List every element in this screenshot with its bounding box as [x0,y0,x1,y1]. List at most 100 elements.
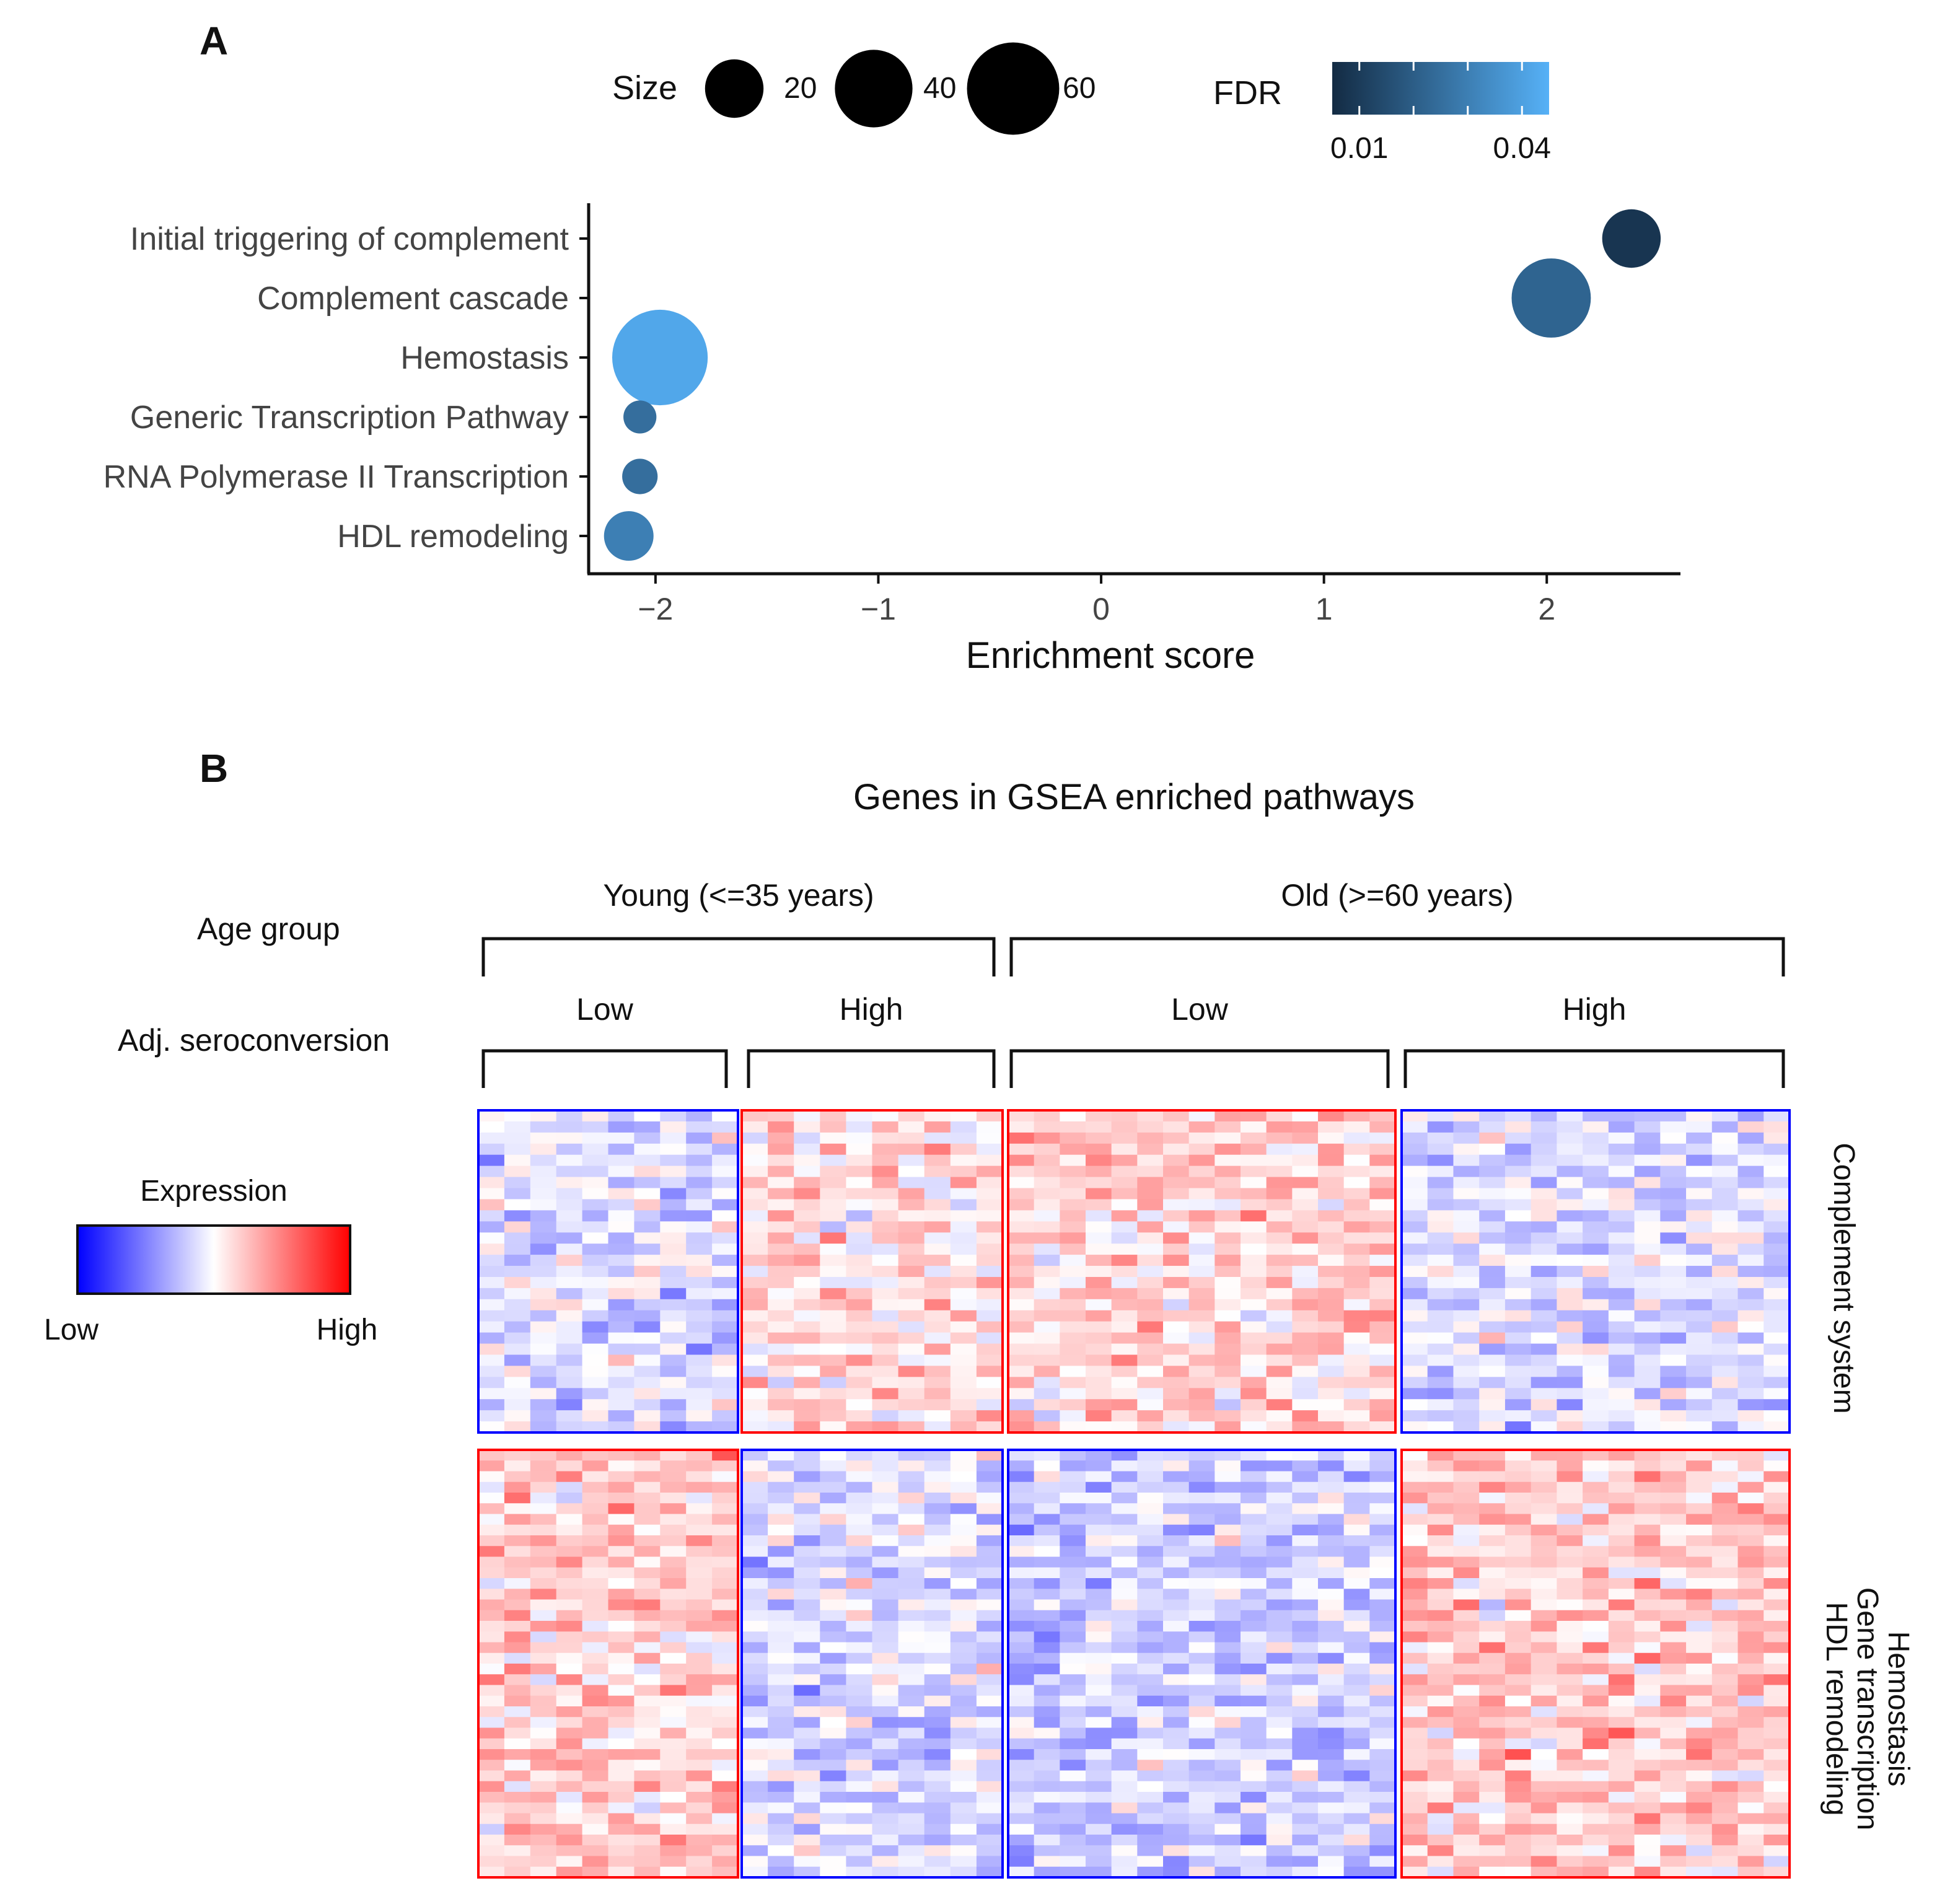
heatmap-cell [582,1493,609,1504]
heatmap-cell [634,1199,661,1211]
heatmap-cell [1479,1856,1506,1867]
heatmap-cell [712,1377,739,1389]
heatmap-cell [1318,1706,1345,1718]
heatmap-cell [898,1727,925,1739]
heatmap-cell [1711,1802,1739,1814]
heatmap-cell [1711,1503,1739,1515]
heatmap-cell [686,1288,713,1300]
heatmap-block-border [477,1109,739,1434]
heatmap-cell [1241,1845,1267,1857]
heatmap-cell [1008,1727,1035,1739]
heatmap-cell [1583,1188,1609,1200]
heatmap-cell [768,1760,794,1771]
heatmap-cell [634,1642,661,1654]
heatmap-cell [686,1276,713,1289]
heatmap-cell [1763,1652,1790,1664]
heatmap-cell [1763,1460,1790,1472]
heatmap-cell [686,1749,713,1760]
heatmap-cell [712,1546,739,1558]
heatmap-cell [686,1143,713,1156]
heatmap-cell [1034,1685,1060,1696]
heatmap-cell [872,1802,899,1814]
heatmap-cell [768,1321,794,1333]
heatmap-cell [556,1503,583,1515]
heatmap-cell [582,1546,609,1558]
heatmap-cell [1241,1685,1267,1696]
heatmap-cell [768,1343,794,1356]
heatmap-cell [556,1460,583,1472]
heatmap-cell [820,1460,846,1472]
heatmap-cell [1763,1310,1790,1322]
heatmap-cell [1343,1450,1370,1461]
heatmap-cell [1402,1845,1428,1857]
heatmap-cell [1214,1332,1241,1345]
heatmap-cell [1188,1199,1215,1211]
heatmap-cell [898,1610,925,1621]
heatmap-cell [1402,1481,1428,1493]
heatmap-cell [768,1266,794,1278]
heatmap-cell [1531,1535,1557,1546]
heatmap-cell [1686,1266,1713,1278]
heatmap-cell [608,1770,635,1782]
heatmap-cell [1343,1610,1370,1621]
heatmap-cell [608,1535,635,1546]
heatmap-cell [608,1132,635,1144]
heatmap-cell [478,1524,505,1536]
heatmap-cell [1060,1421,1086,1433]
heatmap-cell [1453,1266,1480,1278]
heatmap-cell [1008,1450,1035,1461]
heatmap-cell [1214,1685,1241,1696]
heatmap-cell [1137,1399,1164,1411]
heatmap-cell [1188,1845,1215,1857]
heatmap-cell [1737,1388,1764,1400]
x-tick-label: 0 [1092,592,1110,626]
heatmap-cell [1660,1514,1687,1525]
heatmap-cell [1557,1599,1583,1611]
heatmap-cell [712,1299,739,1311]
heatmap-cell [820,1450,846,1461]
heatmap-cell [1137,1450,1164,1461]
heatmap-cell [1402,1221,1428,1233]
heatmap-cell [1163,1845,1190,1857]
heatmap-cell [1531,1255,1557,1266]
heatmap-cell [820,1310,846,1322]
heatmap-cell [556,1177,583,1189]
heatmap-cell [1737,1589,1764,1600]
heatmap-cell [1453,1589,1480,1600]
heatmap-cell [1292,1835,1319,1846]
heatmap-cell [608,1695,635,1707]
heatmap-cell [1034,1210,1060,1222]
heatmap-cell [924,1695,951,1707]
heatmap-cell [1557,1366,1583,1377]
heatmap-cell [1763,1481,1790,1493]
heatmap-cell [478,1792,505,1803]
heatmap-cell [1369,1343,1396,1356]
heatmap-cell [1318,1674,1345,1686]
heatmap-cell [820,1685,846,1696]
heatmap-cell [530,1493,557,1504]
heatmap-cell [1266,1770,1293,1782]
heatmap-cell [712,1664,739,1675]
heatmap-cell [846,1177,873,1189]
fdr-colorbar [1332,62,1549,115]
heatmap-cell [1008,1154,1035,1167]
heatmap-cell [1163,1664,1190,1675]
heatmap-cell [1086,1717,1112,1729]
heatmap-cell [1163,1188,1190,1200]
heatmap-cell [1711,1310,1739,1322]
heatmap-cell [712,1366,739,1377]
heatmap-cell [1479,1695,1506,1707]
heatmap-cell [478,1188,505,1200]
heatmap-cell [1427,1770,1454,1782]
heatmap-cell [1034,1514,1060,1525]
heatmap-cell [1008,1749,1035,1760]
heatmap-cell [1008,1770,1035,1782]
heatmap-cell [530,1154,557,1167]
heatmap-cell [1479,1143,1506,1156]
heatmap-cell [478,1310,505,1322]
heatmap-cell [1479,1410,1506,1422]
heatmap-cell [742,1493,768,1504]
heatmap-cell [1686,1399,1713,1411]
heatmap-cell [582,1188,609,1200]
heatmap-cell [1479,1310,1506,1322]
